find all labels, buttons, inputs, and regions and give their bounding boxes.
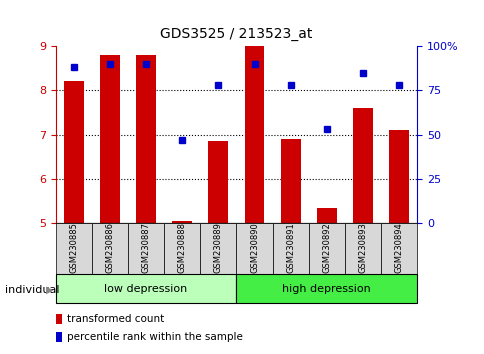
Bar bbox=[56, 274, 236, 303]
Text: GSM230889: GSM230889 bbox=[213, 222, 223, 273]
Text: transformed count: transformed count bbox=[67, 314, 165, 324]
Bar bbox=[136, 55, 156, 223]
Text: individual: individual bbox=[5, 285, 59, 295]
Text: GSM230888: GSM230888 bbox=[177, 222, 186, 273]
Bar bbox=[244, 46, 264, 223]
Text: GSM230891: GSM230891 bbox=[286, 222, 295, 273]
Bar bbox=[316, 207, 336, 223]
Bar bbox=[272, 223, 308, 274]
Bar bbox=[56, 223, 92, 274]
Bar bbox=[92, 223, 128, 274]
Text: high depression: high depression bbox=[282, 284, 370, 293]
Bar bbox=[380, 223, 416, 274]
Bar bbox=[388, 130, 408, 223]
Bar bbox=[344, 223, 380, 274]
Text: GSM230892: GSM230892 bbox=[321, 222, 331, 273]
Bar bbox=[172, 221, 192, 223]
Bar bbox=[236, 223, 272, 274]
Text: GSM230887: GSM230887 bbox=[141, 222, 151, 273]
Bar bbox=[128, 223, 164, 274]
Text: GSM230890: GSM230890 bbox=[249, 222, 258, 273]
Text: GSM230893: GSM230893 bbox=[358, 222, 367, 273]
Bar bbox=[200, 223, 236, 274]
Bar bbox=[64, 81, 84, 223]
Bar bbox=[164, 223, 200, 274]
Bar bbox=[236, 274, 416, 303]
Text: percentile rank within the sample: percentile rank within the sample bbox=[67, 332, 243, 342]
Bar bbox=[308, 223, 344, 274]
Text: low depression: low depression bbox=[104, 284, 187, 293]
Bar bbox=[208, 141, 228, 223]
Bar bbox=[352, 108, 372, 223]
Text: ▶: ▶ bbox=[45, 285, 53, 295]
Text: GSM230885: GSM230885 bbox=[69, 222, 78, 273]
Bar bbox=[280, 139, 300, 223]
Text: GSM230886: GSM230886 bbox=[105, 222, 114, 273]
Bar bbox=[100, 55, 120, 223]
Title: GDS3525 / 213523_at: GDS3525 / 213523_at bbox=[160, 27, 312, 41]
Text: GSM230894: GSM230894 bbox=[393, 222, 403, 273]
